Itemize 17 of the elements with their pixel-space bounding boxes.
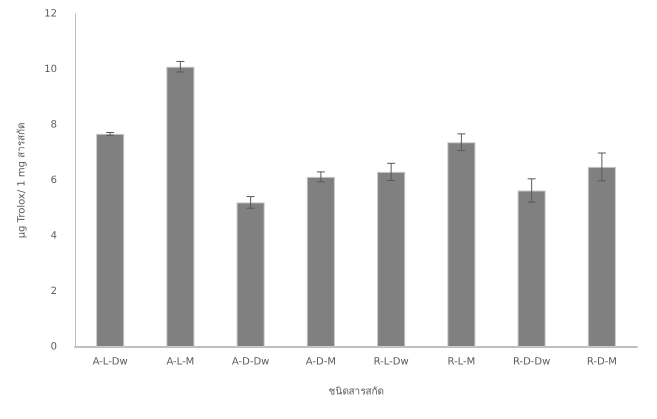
y-tick-label: 10 xyxy=(44,64,57,75)
y-tick-label: 2 xyxy=(50,286,57,297)
x-tick-label: R-L-M xyxy=(447,356,476,368)
x-tick-label: R-L-Dw xyxy=(374,356,409,368)
y-tick-label: 4 xyxy=(50,230,57,242)
x-tick-label: A-L-Dw xyxy=(92,356,128,368)
x-axis-title: ชนิดสารสกัด xyxy=(328,386,384,398)
x-tick-label: A-D-Dw xyxy=(232,356,270,368)
x-tick-label: R-D-M xyxy=(586,356,617,368)
y-tick-label: 6 xyxy=(50,175,57,186)
x-tick-label: A-D-M xyxy=(306,356,336,368)
x-tick-label: A-L-M xyxy=(166,356,194,368)
y-axis-title: μg Trolox/ 1 mg สารสกัด xyxy=(16,122,28,238)
y-tick-label: 12 xyxy=(44,8,57,20)
y-tick-label: 8 xyxy=(50,120,57,130)
x-tick-label: R-D-Dw xyxy=(512,356,550,368)
y-tick-label: 0 xyxy=(50,342,57,352)
